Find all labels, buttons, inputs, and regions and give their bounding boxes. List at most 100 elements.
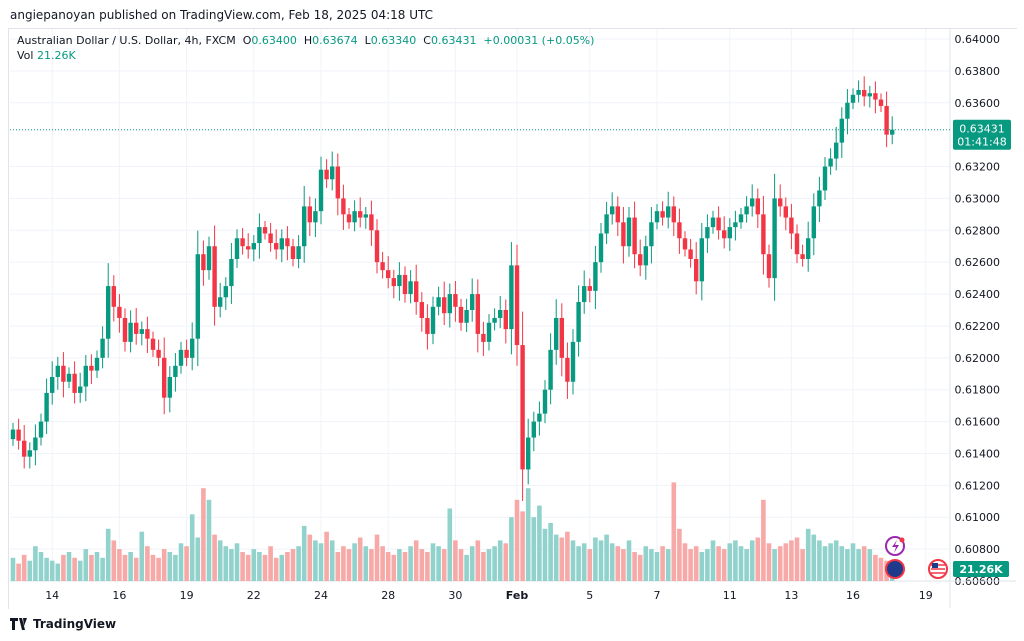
candle-body [873,93,878,100]
volume-bar [705,549,710,581]
volume-bar [800,549,805,581]
us-flag-icon[interactable] [928,559,948,579]
volume-bar [55,563,61,581]
volume-bar [161,549,167,581]
candle-body [442,297,447,314]
volume-bar [733,540,738,581]
candle-body [492,317,497,323]
candle-body [649,222,654,247]
x-tick-label: 11 [723,589,737,602]
candle-body [783,206,788,218]
volume-bar [789,540,794,581]
candle-body [44,392,49,422]
candle-body [201,254,206,271]
volume-bar [201,488,206,581]
volume-bar [587,549,593,581]
volume-bar [49,560,55,581]
candle-body [173,365,178,377]
candle-body [727,227,732,239]
candle-body [78,386,83,393]
volume-bar [167,552,173,581]
candle-body [313,211,318,223]
volume-bar [89,554,94,581]
volume-bar [307,534,313,581]
volume-bar [380,546,385,581]
candle-body [425,317,430,334]
candle-body [302,206,307,247]
candle-body [10,429,16,440]
candle-body [240,238,245,247]
volume-bar [721,549,727,581]
candle-body [722,230,727,239]
volume-bar [257,552,262,581]
x-tick-label: 7 [654,589,661,602]
volume-bar [677,528,682,581]
volume-bar [436,546,441,581]
volume-bar [301,525,307,581]
x-tick-label: 16 [846,589,860,602]
y-tick-label: 0.63000 [955,192,1001,205]
volume-bar [145,546,150,581]
candle-body [862,90,867,97]
australia-flag-icon[interactable] [885,559,905,579]
close-label: C [423,34,431,47]
candle-body [565,357,570,382]
candle-body [822,166,828,191]
candle-body [397,274,402,287]
volume-bar [262,554,268,581]
volume-bar [727,543,733,581]
volume-bar [531,517,537,581]
volume-bar [856,549,861,581]
volume-bar [649,549,654,581]
volume-bar [251,549,257,581]
candle-body [190,338,195,358]
candle-body [178,349,184,366]
volume-bar [604,534,609,581]
volume-bar [212,534,217,581]
volume-bar [570,540,576,581]
candle-body [50,376,55,393]
volume-bar [525,488,531,581]
volume-bar [845,549,850,581]
candle-body [195,254,200,339]
candle-body [811,206,816,239]
candle-body [408,281,413,295]
candle-body [402,274,408,295]
candle-body [604,214,609,234]
events-lightning-icon[interactable] [885,536,905,556]
volume-bar [391,554,397,581]
volume-bar [755,537,761,581]
volume-bar [430,543,436,581]
candle-body [834,142,839,159]
volume-bar [626,540,632,581]
volume-bar [441,549,447,581]
volume-bar [615,546,621,581]
candle-body [587,286,592,291]
candle-body [884,105,889,135]
volume-bar [268,546,273,581]
volume-bar [184,546,189,581]
symbol-title[interactable]: Australian Dollar / U.S. Dollar, 4h, FXC… [17,34,236,47]
candle-body [38,421,44,438]
candle-body [61,365,66,382]
close-value: 0.63431 [430,34,477,47]
candle-body [66,373,72,382]
chart-frame [8,28,1017,609]
volume-bar [447,508,453,581]
volume-bar [469,546,475,581]
volume-bar [497,540,503,581]
flag-canton [932,563,938,568]
candle-body [576,302,581,342]
candle-body [498,310,503,318]
candle-body [716,217,721,231]
candle-body [839,118,844,143]
candle-body [223,286,228,298]
volume-bar [408,546,413,581]
volume-bar [234,543,240,581]
candle-body [94,357,100,371]
candle-body [554,317,559,350]
candle-body [845,102,850,119]
candle-body [660,211,665,218]
volume-bar [245,554,251,581]
